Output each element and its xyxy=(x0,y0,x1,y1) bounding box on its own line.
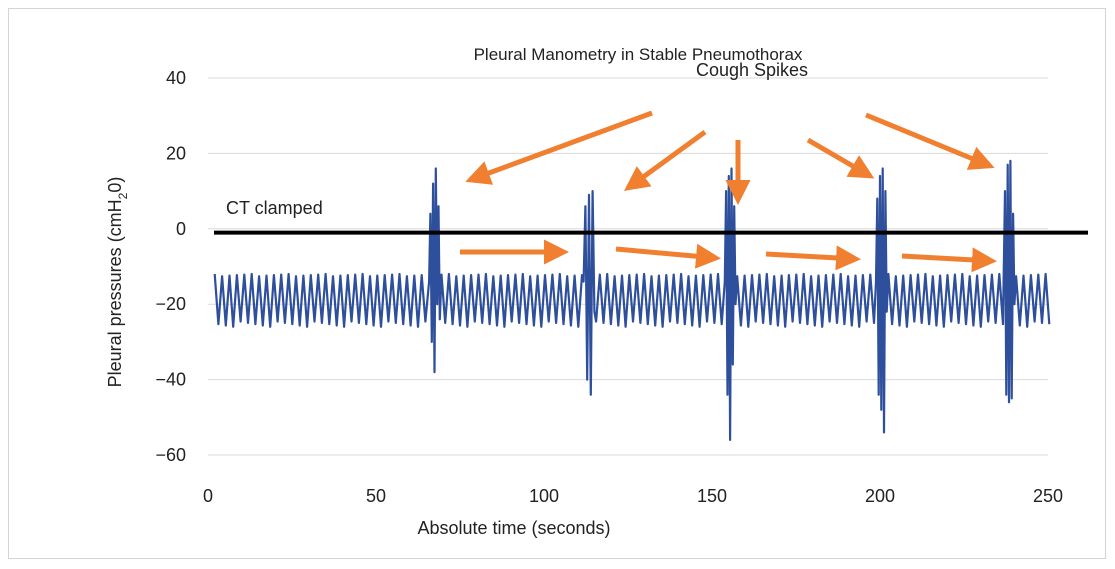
x-tick-labels: 0 50 100 150 200 250 xyxy=(203,486,1063,506)
y-tick-label: 20 xyxy=(166,143,186,163)
x-tick-label: 0 xyxy=(203,486,213,506)
y-axis-label-main: Pleural pressures (cmH xyxy=(105,199,125,387)
y-tick-label: −20 xyxy=(155,294,186,314)
y-axis-label-subscript: 2 xyxy=(116,192,130,199)
y-tick-labels: 40 20 0 −20 −40 −60 xyxy=(155,68,186,465)
gridlines xyxy=(208,77,1048,456)
y-tick-label: −60 xyxy=(155,445,186,465)
x-tick-label: 50 xyxy=(366,486,386,506)
time-arrow xyxy=(765,245,861,271)
chart-title: Pleural Manometry in Stable Pneumothorax xyxy=(474,45,803,64)
pressure-series-line xyxy=(213,159,1051,441)
y-tick-label: 0 xyxy=(176,219,186,239)
ct-clamped-label: CT clamped xyxy=(226,198,323,218)
time-arrow xyxy=(615,243,721,269)
series-layer xyxy=(213,159,1051,441)
y-tick-label: 40 xyxy=(166,68,186,88)
x-tick-label: 100 xyxy=(529,486,559,506)
y-axis-label: Pleural pressures (cmH20) xyxy=(105,177,130,388)
annotation-arrows xyxy=(460,110,997,273)
time-arrow xyxy=(901,247,997,273)
cough-arrow xyxy=(465,110,653,185)
x-axis-label: Absolute time (seconds) xyxy=(417,518,610,538)
x-tick-label: 150 xyxy=(697,486,727,506)
y-axis-label-end: 0) xyxy=(105,177,125,193)
x-tick-label: 250 xyxy=(1033,486,1063,506)
y-tick-label: −40 xyxy=(155,370,186,390)
cough-arrow xyxy=(806,137,875,179)
cough-arrow xyxy=(623,129,707,191)
x-tick-label: 200 xyxy=(865,486,895,506)
cough-spikes-label: Cough Spikes xyxy=(696,60,808,80)
chart-frame xyxy=(8,8,1106,559)
cough-arrow xyxy=(865,112,995,170)
